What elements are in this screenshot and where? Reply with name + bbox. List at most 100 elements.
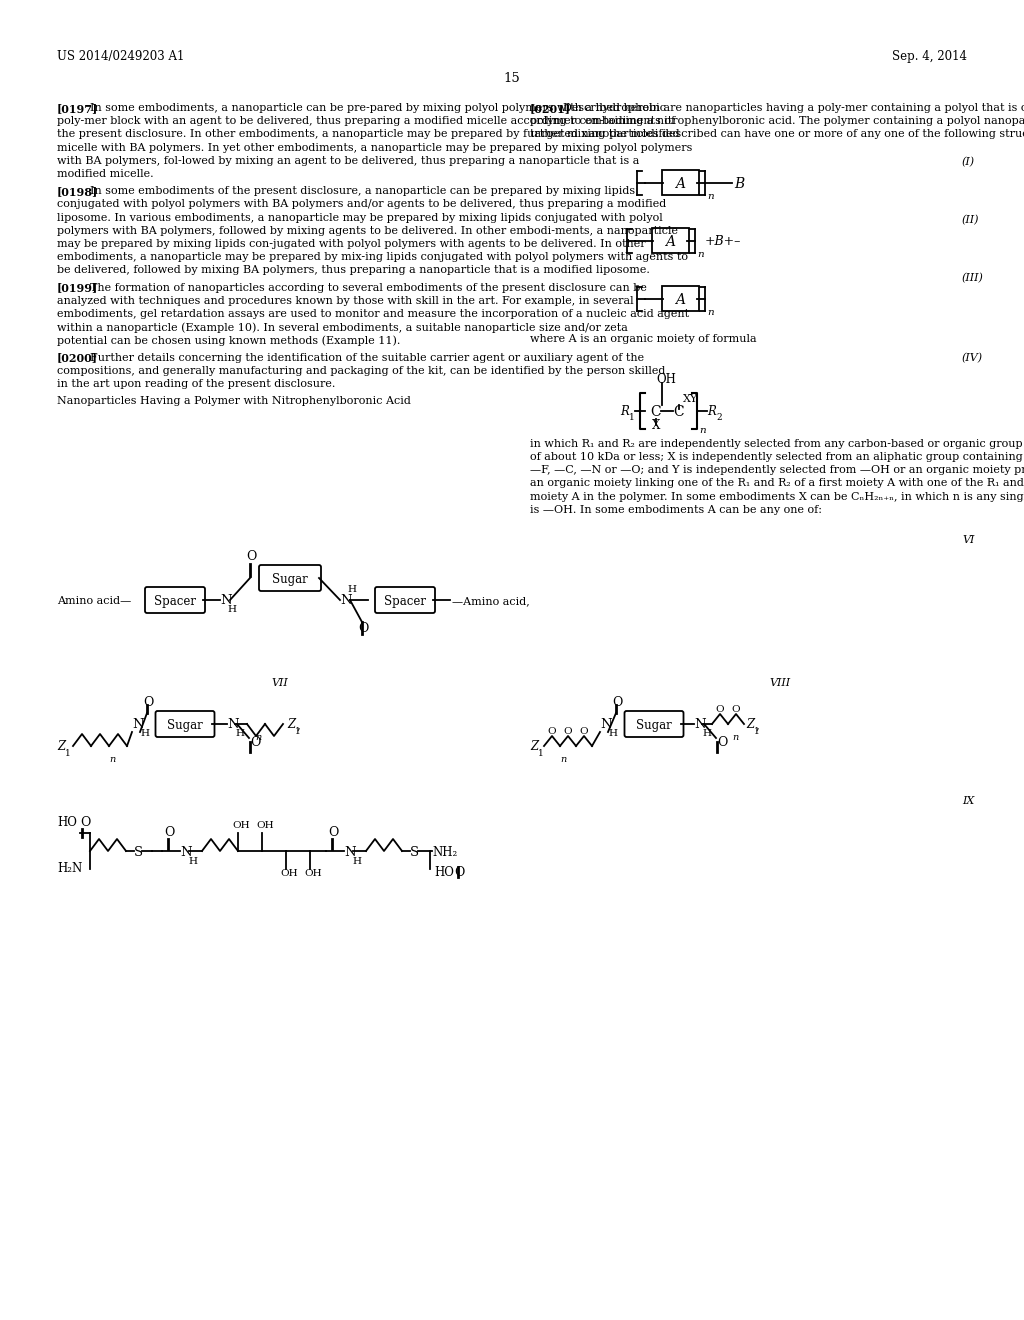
Text: O: O bbox=[716, 705, 724, 714]
Text: Sep. 4, 2014: Sep. 4, 2014 bbox=[892, 50, 967, 63]
Text: B: B bbox=[734, 177, 744, 190]
Text: conjugated with polyol polymers with BA polymers and/or agents to be delivered, : conjugated with polyol polymers with BA … bbox=[57, 199, 667, 210]
Text: (IV): (IV) bbox=[962, 352, 983, 363]
Text: n: n bbox=[707, 308, 714, 317]
Text: with BA polymers, fol-lowed by mixing an agent to be delivered, thus preparing a: with BA polymers, fol-lowed by mixing an… bbox=[57, 156, 639, 166]
Text: O: O bbox=[358, 622, 369, 635]
Text: N: N bbox=[180, 846, 191, 858]
Text: ,: , bbox=[297, 718, 301, 731]
Text: n: n bbox=[109, 755, 116, 764]
Text: VIII: VIII bbox=[769, 678, 791, 688]
Text: n: n bbox=[699, 426, 706, 436]
Text: 15: 15 bbox=[504, 73, 520, 84]
Text: Sugar: Sugar bbox=[636, 718, 672, 731]
Text: HO: HO bbox=[57, 817, 77, 829]
Text: Z: Z bbox=[287, 718, 295, 731]
Text: A: A bbox=[675, 293, 685, 306]
Text: NH₂: NH₂ bbox=[432, 846, 458, 858]
Text: embodiments, gel retardation assays are used to monitor and measure the incorpor: embodiments, gel retardation assays are … bbox=[57, 309, 689, 319]
Text: O: O bbox=[328, 826, 338, 840]
Text: O: O bbox=[454, 866, 464, 879]
Text: an organic moiety linking one of the R₁ and R₂ of a first moiety A with one of t: an organic moiety linking one of the R₁ … bbox=[530, 478, 1024, 488]
Text: OH: OH bbox=[232, 821, 250, 829]
Text: (III): (III) bbox=[962, 273, 984, 282]
Text: O: O bbox=[80, 817, 90, 829]
Text: in which R₁ and R₂ are independently selected from any carbon-based or organic g: in which R₁ and R₂ are independently sel… bbox=[530, 438, 1024, 449]
Text: is —OH. In some embodiments A can be any one of:: is —OH. In some embodiments A can be any… bbox=[530, 504, 822, 515]
Text: embodiments, a nanoparticle may be prepared by mix-ing lipids conjugated with po: embodiments, a nanoparticle may be prepa… bbox=[57, 252, 688, 263]
Text: N: N bbox=[344, 846, 355, 858]
Text: H: H bbox=[608, 729, 617, 738]
Text: 2: 2 bbox=[716, 413, 722, 422]
Text: 1: 1 bbox=[754, 726, 760, 735]
Text: n: n bbox=[560, 755, 566, 764]
Text: Spacer: Spacer bbox=[384, 594, 426, 607]
Text: N: N bbox=[694, 718, 706, 731]
Text: Sugar: Sugar bbox=[167, 718, 203, 731]
Text: polymer con-taining a nitrophenylboronic acid. The polymer containing a polyol n: polymer con-taining a nitrophenylboronic… bbox=[530, 116, 1024, 127]
Text: Described herein are nanoparticles having a poly-mer containing a polyol that is: Described herein are nanoparticles havin… bbox=[563, 103, 1024, 114]
Text: n: n bbox=[697, 249, 703, 259]
Text: Amino acid—: Amino acid— bbox=[57, 597, 131, 606]
Text: C: C bbox=[650, 405, 660, 418]
Text: OH: OH bbox=[280, 869, 298, 878]
Text: OH: OH bbox=[256, 821, 273, 829]
Text: (II): (II) bbox=[962, 215, 980, 224]
FancyBboxPatch shape bbox=[145, 587, 205, 612]
Text: within a nanoparticle (Example 10). In several embodiments, a suitable nanoparti: within a nanoparticle (Example 10). In s… bbox=[57, 322, 628, 333]
Text: O: O bbox=[143, 697, 154, 710]
Text: where A is an organic moiety of formula: where A is an organic moiety of formula bbox=[530, 334, 757, 343]
FancyBboxPatch shape bbox=[156, 711, 214, 737]
Text: R: R bbox=[707, 405, 716, 418]
Text: US 2014/0249203 A1: US 2014/0249203 A1 bbox=[57, 50, 184, 63]
Text: modified micelle.: modified micelle. bbox=[57, 169, 154, 180]
Text: poly-mer block with an agent to be delivered, thus preparing a modified micelle : poly-mer block with an agent to be deliv… bbox=[57, 116, 675, 127]
Text: XY: XY bbox=[683, 393, 698, 404]
Text: 1: 1 bbox=[629, 413, 635, 422]
Text: [0199]: [0199] bbox=[57, 282, 98, 293]
Text: A: A bbox=[665, 235, 675, 248]
Text: O: O bbox=[563, 727, 572, 737]
Text: may be prepared by mixing lipids con-jugated with polyol polymers with agents to: may be prepared by mixing lipids con-jug… bbox=[57, 239, 645, 249]
Text: N: N bbox=[132, 718, 143, 730]
FancyBboxPatch shape bbox=[651, 228, 688, 253]
Text: O: O bbox=[580, 727, 589, 737]
Text: n: n bbox=[707, 193, 714, 201]
Text: H: H bbox=[140, 729, 150, 738]
Text: C: C bbox=[673, 405, 684, 418]
Text: 1: 1 bbox=[538, 748, 544, 758]
Text: O: O bbox=[612, 697, 623, 710]
Text: H: H bbox=[347, 586, 356, 594]
Text: X: X bbox=[652, 420, 660, 433]
Text: in the art upon reading of the present disclosure.: in the art upon reading of the present d… bbox=[57, 379, 336, 389]
Text: ,: , bbox=[756, 718, 760, 731]
Text: O: O bbox=[250, 737, 260, 750]
Text: liposome. In various embodiments, a nanoparticle may be prepared by mixing lipid: liposome. In various embodiments, a nano… bbox=[57, 213, 663, 223]
Text: H: H bbox=[188, 857, 197, 866]
Text: analyzed with techniques and procedures known by those with skill in the art. Fo: analyzed with techniques and procedures … bbox=[57, 296, 634, 306]
Text: R: R bbox=[620, 405, 629, 418]
Text: H: H bbox=[227, 606, 236, 615]
Text: moiety A in the polymer. In some embodiments X can be CₙH₂ₙ₊ₙ, in which n is any: moiety A in the polymer. In some embodim… bbox=[530, 491, 1024, 502]
Text: N: N bbox=[340, 594, 351, 607]
Text: —F, —C, —N or —O; and Y is independently selected from —OH or an organic moiety : —F, —C, —N or —O; and Y is independently… bbox=[530, 465, 1024, 475]
Text: of about 10 kDa or less; X is independently selected from an aliphatic group con: of about 10 kDa or less; X is independen… bbox=[530, 451, 1024, 462]
Text: O: O bbox=[246, 549, 256, 562]
Text: The formation of nanoparticles according to several embodiments of the present d: The formation of nanoparticles according… bbox=[90, 282, 647, 293]
Text: H: H bbox=[234, 729, 244, 738]
Text: VII: VII bbox=[271, 678, 289, 688]
Text: Z: Z bbox=[530, 741, 539, 754]
Text: H: H bbox=[702, 729, 711, 738]
Text: HO: HO bbox=[434, 866, 454, 879]
Text: Z: Z bbox=[57, 741, 66, 754]
Text: N: N bbox=[227, 718, 239, 731]
Text: targeted nanoparticles described can have one or more of any one of the followin: targeted nanoparticles described can hav… bbox=[530, 129, 1024, 140]
FancyBboxPatch shape bbox=[259, 565, 321, 591]
Text: In some embodiments, a nanoparticle can be pre-pared by mixing polyol polymers w: In some embodiments, a nanoparticle can … bbox=[90, 103, 666, 114]
Text: O: O bbox=[717, 737, 727, 750]
Text: 1: 1 bbox=[65, 748, 71, 758]
Text: polymers with BA polymers, followed by mixing agents to be delivered. In other e: polymers with BA polymers, followed by m… bbox=[57, 226, 678, 236]
Text: H: H bbox=[352, 857, 361, 866]
Text: N: N bbox=[220, 594, 231, 607]
Text: n: n bbox=[732, 734, 738, 742]
